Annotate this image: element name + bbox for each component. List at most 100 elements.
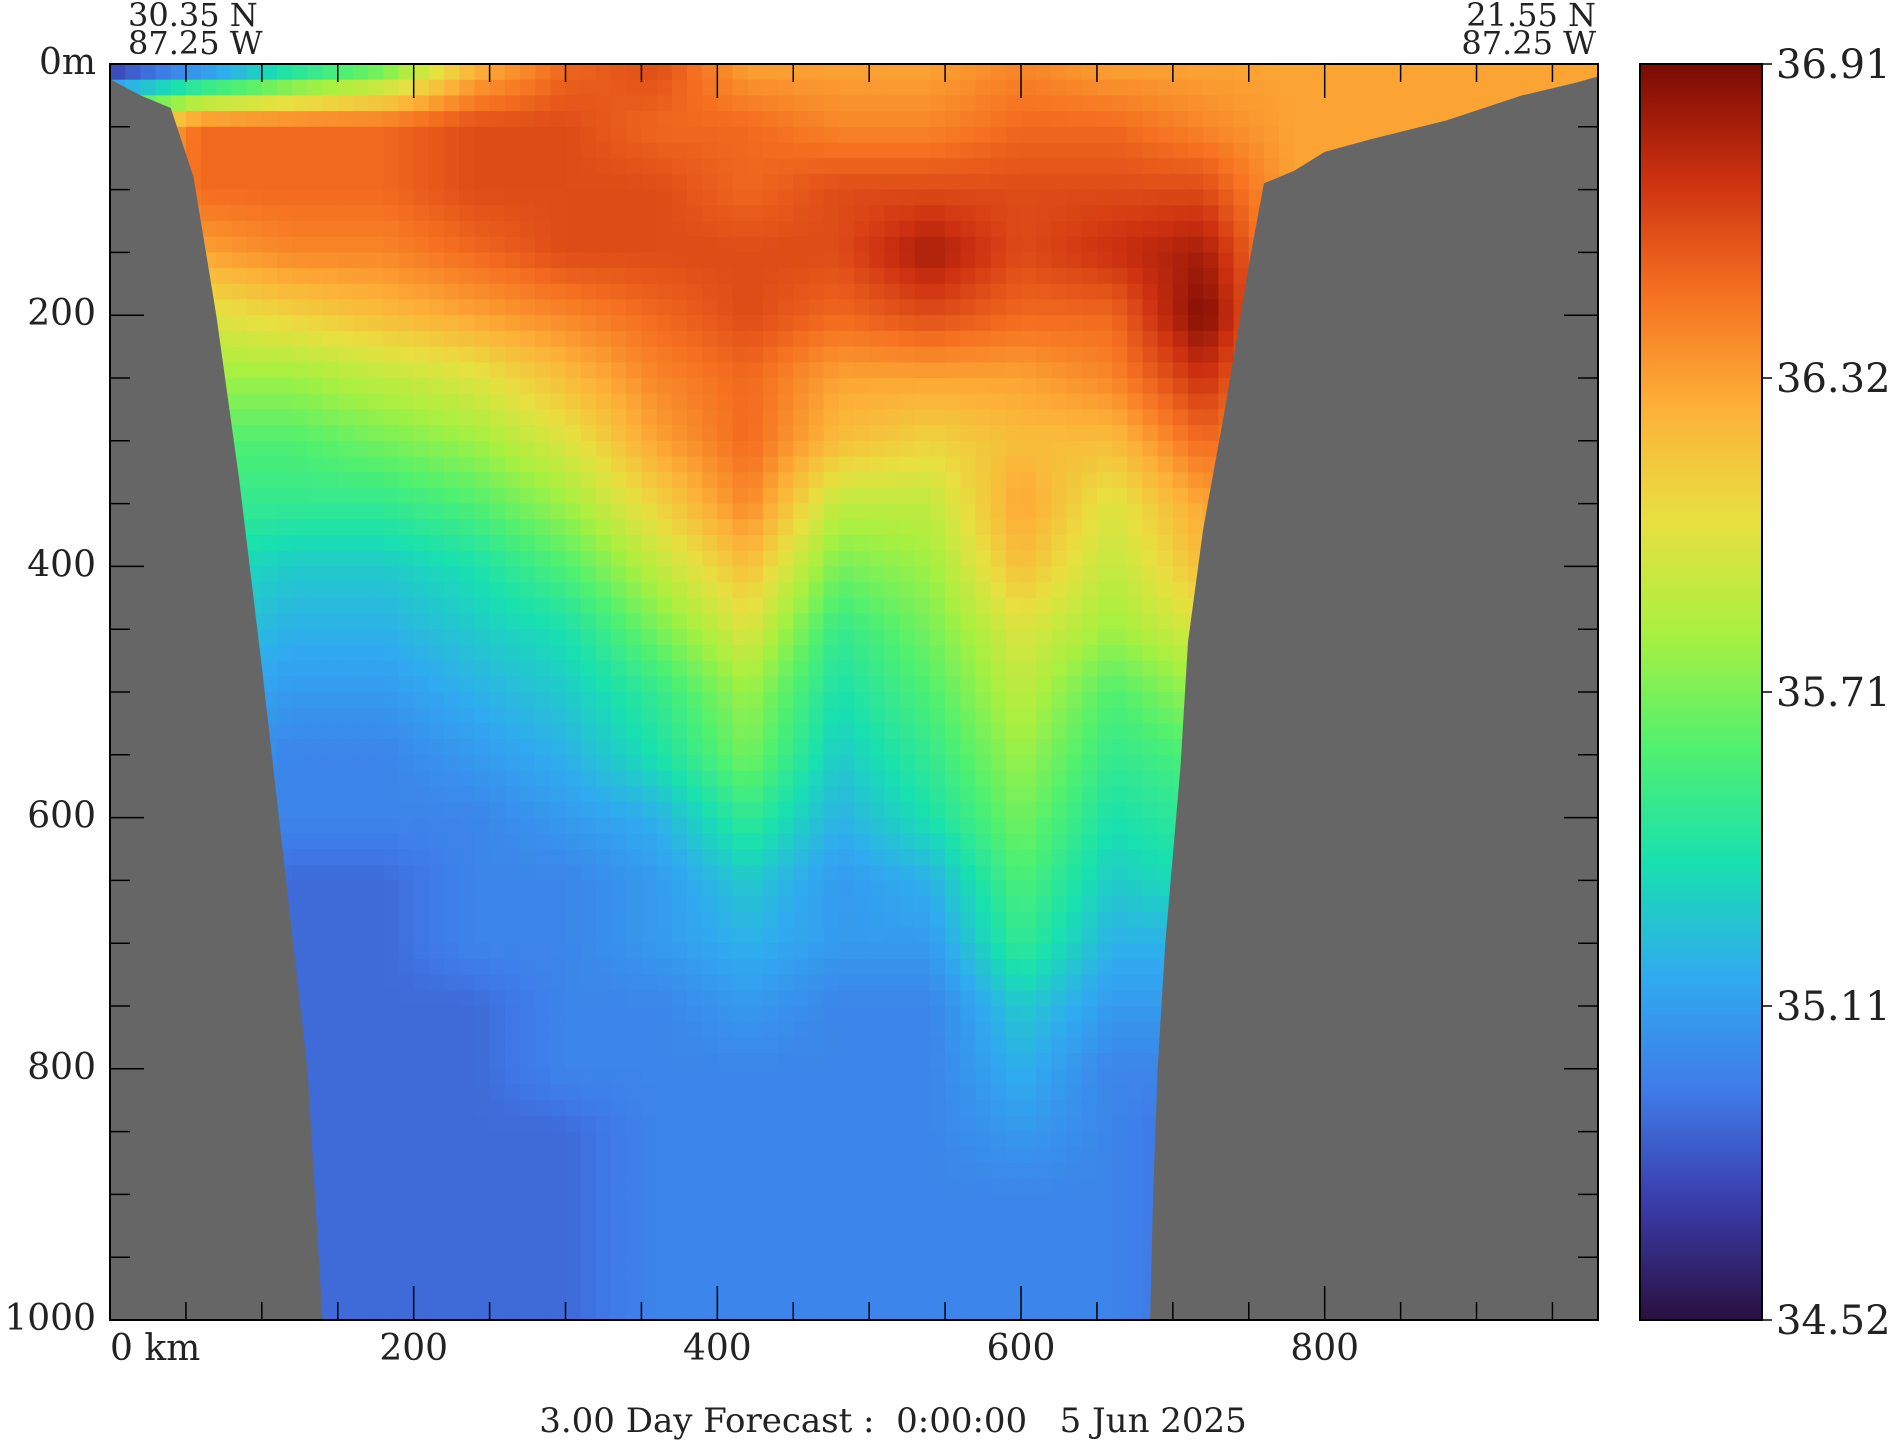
salinity-cell: [550, 644, 567, 662]
salinity-cell: [990, 660, 1007, 677]
salinity-cell: [352, 487, 369, 505]
salinity-cell: [823, 487, 840, 505]
salinity-cell: [504, 425, 521, 442]
salinity-cell: [535, 346, 551, 363]
salinity-cell: [1005, 111, 1022, 128]
salinity-cell: [626, 990, 643, 1007]
salinity-cell: [519, 1288, 536, 1305]
salinity-cell: [550, 849, 567, 866]
salinity-cell: [626, 1115, 643, 1133]
salinity-cell: [413, 1272, 430, 1290]
salinity-cell: [246, 487, 263, 505]
salinity-cell: [474, 189, 491, 206]
salinity-cell: [383, 126, 400, 144]
salinity-cell: [459, 629, 475, 646]
salinity-cell: [1005, 1006, 1022, 1023]
salinity-cell: [945, 535, 961, 552]
salinity-cell: [595, 1257, 612, 1274]
salinity-cell: [322, 1131, 339, 1148]
salinity-cell: [428, 95, 445, 112]
salinity-cell: [717, 519, 734, 536]
salinity-cell: [307, 503, 324, 520]
salinity-cell: [929, 315, 946, 332]
salinity-cell: [368, 456, 384, 473]
salinity-cell: [945, 142, 961, 159]
salinity-cell: [869, 1225, 885, 1243]
salinity-cell: [671, 205, 688, 222]
salinity-cell: [975, 173, 992, 191]
salinity-cell: [489, 1288, 506, 1305]
salinity-cell: [474, 754, 491, 772]
salinity-cell: [671, 1147, 688, 1164]
salinity-cell: [884, 158, 901, 175]
salinity-cell: [550, 1272, 567, 1290]
salinity-cell: [702, 880, 718, 897]
salinity-cell: [307, 676, 324, 693]
salinity-cell: [444, 597, 460, 615]
salinity-cell: [945, 519, 961, 536]
salinity-cell: [929, 440, 946, 458]
salinity-cell: [732, 864, 749, 881]
salinity-cell: [383, 613, 400, 630]
salinity-cell: [611, 189, 627, 206]
salinity-cell: [793, 1194, 810, 1211]
salinity-cell: [747, 801, 764, 819]
salinity-cell: [580, 425, 597, 442]
salinity-cell: [838, 1115, 855, 1133]
salinity-cell: [717, 503, 734, 520]
salinity-cell: [747, 880, 764, 897]
salinity-cell: [793, 236, 810, 253]
salinity-cell: [702, 126, 718, 144]
salinity-cell: [990, 676, 1007, 693]
salinity-cell: [352, 189, 369, 206]
salinity-cell: [459, 833, 475, 850]
salinity-cell: [383, 629, 400, 646]
salinity-cell: [611, 142, 627, 159]
salinity-cell: [686, 173, 703, 191]
salinity-cell: [413, 393, 430, 410]
salinity-cell: [368, 864, 384, 881]
salinity-cell: [535, 142, 551, 159]
salinity-cell: [793, 754, 810, 772]
salinity-cell: [535, 707, 551, 724]
salinity-cell: [960, 927, 977, 944]
salinity-cell: [929, 535, 946, 552]
salinity-cell: [1005, 299, 1022, 316]
salinity-cell: [201, 173, 217, 191]
salinity-cell: [337, 535, 354, 552]
salinity-cell: [990, 503, 1007, 520]
salinity-cell: [504, 1147, 521, 1164]
salinity-cell: [671, 1021, 688, 1038]
salinity-cell: [671, 378, 688, 395]
salinity-cell: [368, 1053, 384, 1070]
salinity-cell: [1021, 1241, 1037, 1258]
salinity-cell: [762, 1053, 779, 1070]
salinity-cell: [899, 1194, 916, 1211]
salinity-cell: [808, 676, 825, 693]
salinity-cell: [641, 378, 658, 395]
salinity-cell: [884, 1037, 901, 1054]
salinity-cell: [413, 1304, 430, 1320]
salinity-cell: [747, 770, 764, 787]
salinity-cell: [960, 1006, 977, 1023]
salinity-cell: [292, 911, 308, 929]
salinity-cell: [808, 1068, 825, 1086]
salinity-cell: [383, 1225, 400, 1243]
salinity-cell: [611, 487, 627, 505]
salinity-cell: [459, 849, 475, 866]
salinity-cell: [322, 1272, 339, 1290]
salinity-cell: [504, 1084, 521, 1101]
salinity-cell: [413, 896, 430, 913]
salinity-cell: [929, 550, 946, 567]
salinity-cell: [595, 692, 612, 709]
salinity-cell: [611, 1257, 627, 1274]
salinity-cell: [1005, 707, 1022, 724]
salinity-cell: [580, 189, 597, 206]
salinity-cell: [990, 173, 1007, 191]
salinity-cell: [489, 111, 506, 128]
salinity-cell: [793, 644, 810, 662]
salinity-cell: [580, 927, 597, 944]
salinity-cell: [246, 409, 263, 426]
salinity-cell: [580, 692, 597, 709]
salinity-cell: [717, 849, 734, 866]
